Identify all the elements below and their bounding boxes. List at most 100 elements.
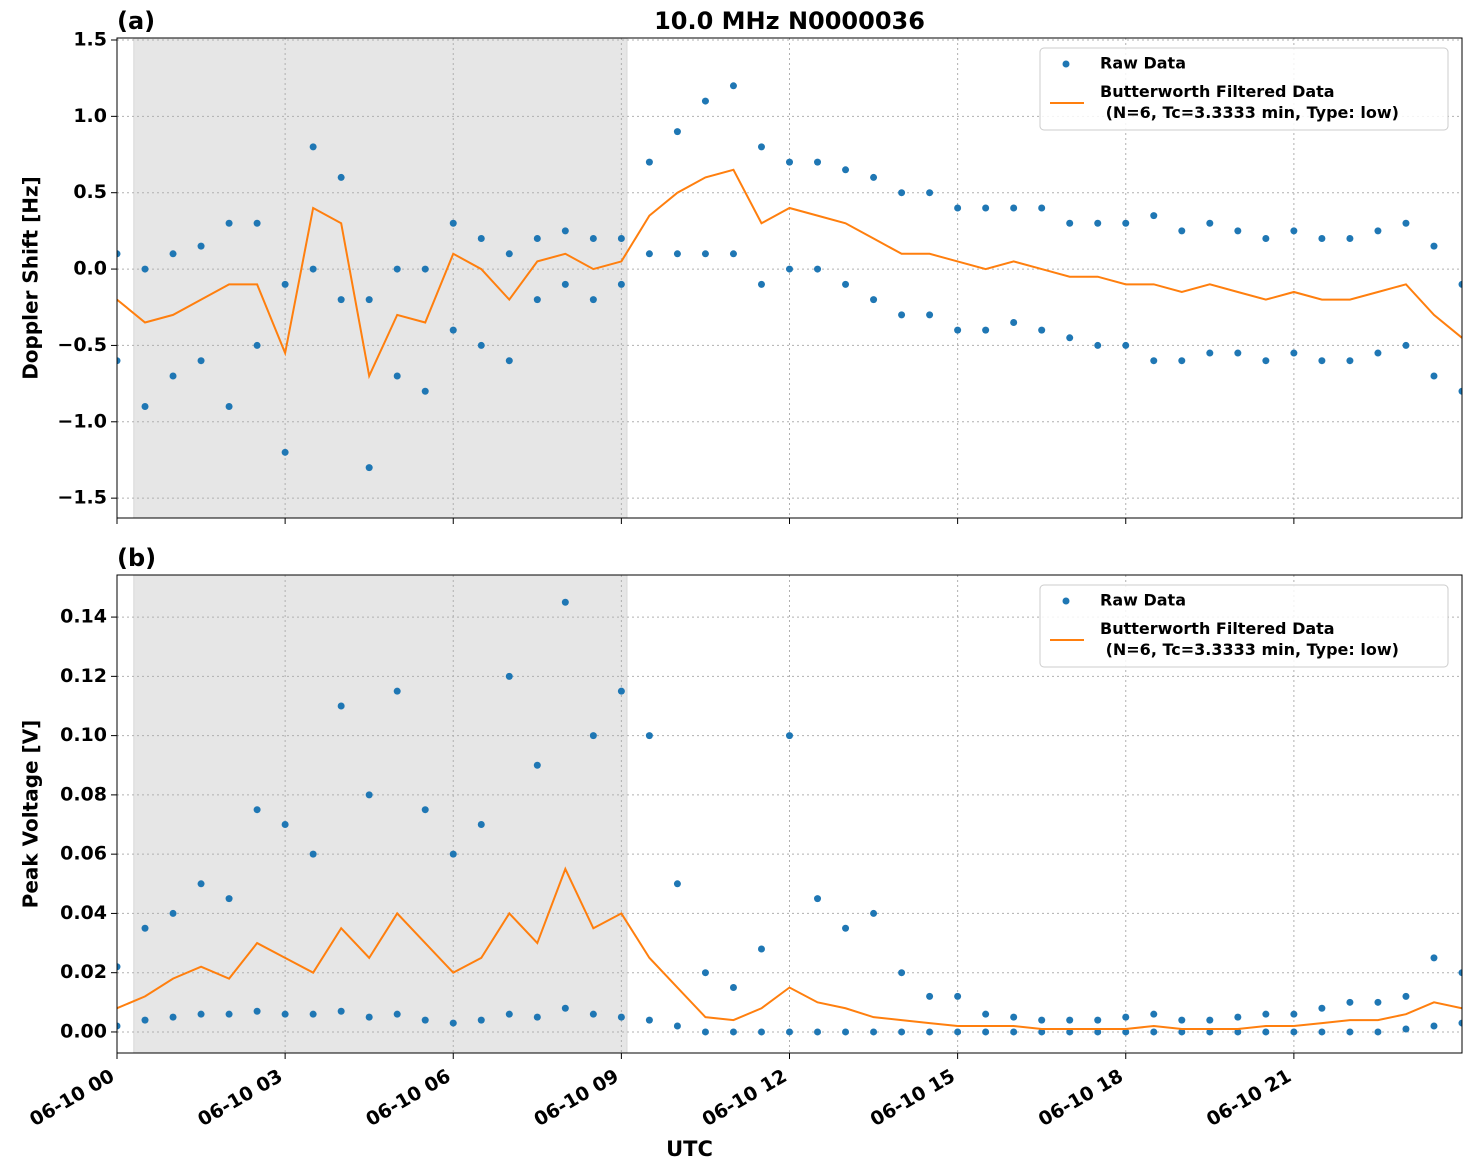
raw-point (589, 235, 597, 243)
raw-point (954, 1028, 962, 1036)
raw-point (561, 227, 569, 235)
raw-point (1038, 326, 1046, 334)
raw-point (253, 1007, 261, 1015)
raw-point (786, 158, 793, 166)
raw-point (281, 1010, 289, 1018)
raw-point (533, 235, 541, 243)
raw-point (169, 1013, 177, 1021)
raw-point (814, 895, 822, 903)
raw-point (1010, 1013, 1018, 1021)
raw-point (1402, 219, 1410, 227)
x-tick-label: 06-10 12 (698, 1065, 790, 1131)
raw-point (926, 311, 934, 319)
raw-point (617, 280, 625, 288)
raw-point (225, 895, 233, 903)
raw-point (449, 326, 457, 334)
raw-point (1346, 998, 1354, 1006)
raw-point (1066, 219, 1074, 227)
raw-point (533, 296, 541, 304)
raw-point (898, 189, 906, 197)
raw-point (1206, 349, 1214, 357)
filtered-line (117, 866, 1462, 1030)
raw-point (141, 1016, 149, 1024)
raw-point (449, 850, 457, 858)
raw-point (1262, 357, 1270, 365)
legend-marker (1062, 597, 1070, 605)
raw-point (253, 341, 261, 349)
raw-point (870, 173, 878, 181)
raw-point (926, 1028, 934, 1036)
raw-point (225, 219, 233, 227)
raw-point (1038, 204, 1046, 212)
raw-point (842, 924, 850, 932)
raw-point (477, 341, 485, 349)
raw-point (589, 1010, 597, 1018)
legend-label: Butterworth Filtered Data (N=6, Tc=3.333… (1100, 619, 1399, 659)
raw-point (1234, 1028, 1242, 1036)
raw-point (1374, 349, 1382, 357)
raw-point (253, 806, 261, 814)
raw-point (701, 97, 709, 105)
raw-point (117, 1022, 121, 1030)
raw-point (1206, 1016, 1214, 1024)
raw-point (1094, 219, 1102, 227)
raw-point (1318, 1004, 1326, 1012)
raw-point (757, 143, 765, 151)
shaded-span (133, 37, 628, 519)
raw-point (1122, 1013, 1130, 1021)
raw-point (449, 219, 457, 227)
y-axis-label: Peak Voltage [V] (19, 720, 43, 909)
raw-point (505, 357, 513, 365)
raw-point (1122, 341, 1130, 349)
shaded-span (133, 574, 628, 1054)
filtered-line (117, 168, 1462, 380)
raw-point (673, 128, 681, 136)
raw-point (729, 984, 737, 992)
raw-point (1402, 341, 1410, 349)
raw-point (898, 969, 906, 977)
raw-point (1094, 341, 1102, 349)
y-tick-label: 0.08 (60, 783, 107, 805)
legend-label-line: Butterworth Filtered Data (1100, 619, 1335, 638)
panel: 0.00 0.02 0.04 0.06 0.08 0.10 0.12 0.14 06-10 00… (19, 544, 1463, 1161)
raw-point (1290, 1010, 1298, 1018)
raw-point (365, 791, 373, 799)
raw-point (1234, 1013, 1242, 1021)
raw-point (281, 821, 289, 829)
raw-point (954, 204, 962, 212)
raw-point (1122, 1028, 1130, 1036)
raw-point (1150, 1010, 1158, 1018)
raw-point (505, 672, 513, 680)
raw-point (870, 296, 878, 304)
legend-marker (1062, 60, 1070, 68)
y-tick-label: 0.02 (60, 961, 107, 983)
raw-point (1374, 998, 1382, 1006)
raw-point (533, 1013, 541, 1021)
x-axis-label: UTC (666, 1137, 713, 1161)
legend-label-line: (N=6, Tc=3.3333 min, Type: low) (1100, 640, 1399, 659)
y-tick-label: 0.5 (73, 181, 107, 203)
raw-point (393, 1010, 401, 1018)
raw-point (1346, 357, 1354, 365)
legend-label: Butterworth Filtered Data (N=6, Tc=3.333… (1100, 82, 1399, 122)
raw-point (786, 1028, 793, 1036)
x-tick-label: 06-10 21 (1203, 1065, 1295, 1131)
raw-point (729, 250, 737, 258)
raw-point (1262, 235, 1270, 243)
y-tick-label: 0.0 (73, 258, 107, 280)
raw-point (673, 880, 681, 888)
x-tick-label: 06-10 06 (362, 1065, 454, 1131)
raw-point (926, 189, 934, 197)
raw-point (729, 82, 737, 90)
raw-point (141, 265, 149, 273)
raw-point (505, 1010, 513, 1018)
raw-point (337, 1007, 345, 1015)
raw-point (1150, 212, 1158, 220)
y-tick-label: 0.14 (60, 606, 107, 628)
y-tick-label: 0.04 (60, 902, 107, 924)
raw-point (365, 464, 373, 472)
raw-point (926, 992, 934, 1000)
raw-point (309, 143, 317, 151)
raw-point (421, 806, 429, 814)
